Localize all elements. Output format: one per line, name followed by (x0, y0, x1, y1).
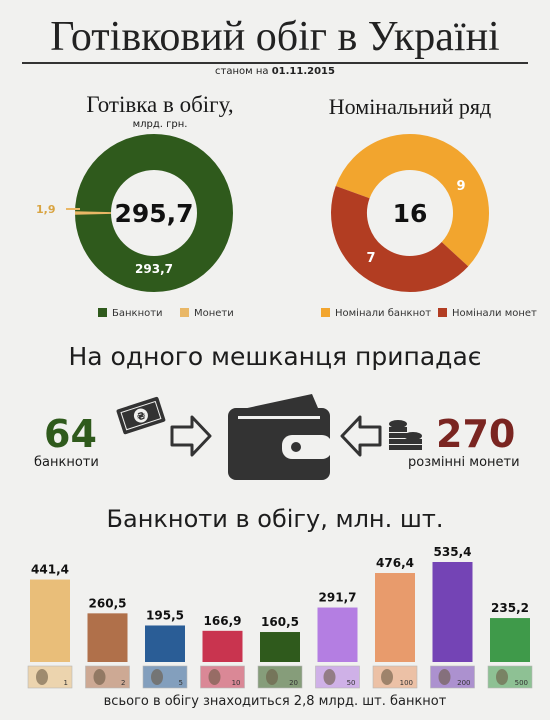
bar-2 (87, 613, 128, 662)
banknote-denomination-label: 1 (64, 679, 68, 687)
bar-1 (30, 579, 70, 662)
bar-value-label: 195,5 (146, 608, 184, 622)
bar-value-label: 235,2 (491, 601, 529, 615)
banknote-denominations-value: 9 (456, 179, 465, 194)
banknote-denomination-label: 500 (515, 679, 528, 687)
banknote-thumbnail-5: 5 (142, 665, 188, 689)
legend-banknote-denominations: Номінали банкнот (321, 308, 431, 319)
banknote-thumbnail-200: 200 (430, 665, 475, 689)
as-of-value: 01.11.2015 (271, 66, 335, 77)
banknote-denomination-label: 200 (457, 679, 470, 687)
coins-per-capita-value: 270 (436, 412, 516, 456)
bar-500 (490, 618, 530, 662)
denomination-total-label: 16 (393, 199, 428, 228)
banknote-thumbnail-500: 500 (487, 665, 533, 689)
bar-5 (145, 625, 185, 662)
bar-100 (375, 573, 415, 662)
bar-value-label: 166,9 (204, 614, 242, 628)
bar-value-label: 291,7 (319, 591, 357, 605)
coins-per-capita-label: розмінні монети (408, 455, 520, 470)
cash-chart-title: Готівка в обігу, (86, 92, 234, 117)
bar-200 (432, 562, 473, 662)
banknotes-bar-chart: 441,4 1 260,5 2 195,5 5 166,9 10 160,5 20 291,7 50 4… (27, 545, 533, 689)
banknote-denomination-label: 50 (347, 679, 356, 687)
banknote-denomination-label: 2 (121, 679, 125, 687)
banknote-thumbnail-2: 2 (85, 665, 130, 689)
banknote-thumbnail-20: 20 (257, 665, 303, 689)
denomination-donut: 16 9 7 (331, 134, 489, 292)
cash-donut: 1,9 295,7 293,7 (36, 134, 233, 292)
coin-denominations-value: 7 (366, 251, 375, 266)
title-divider (22, 62, 528, 64)
legend-coin-denominations: Номінали монет (438, 308, 537, 319)
banknote-thumbnail-10: 10 (200, 665, 245, 689)
denomination-chart-title: Номінальний ряд (328, 94, 492, 119)
cash-total-label: 295,7 (114, 199, 193, 228)
legend-label: Монети (194, 308, 234, 319)
legend-swatch (321, 308, 330, 317)
per-capita-title: На одного мешканця припадає (68, 342, 482, 371)
banknotes-bar-chart-title: Банкноти в обігу, млн. шт. (106, 505, 444, 533)
banknote-denomination-label: 20 (289, 679, 298, 687)
banknote-thumbnail-50: 50 (315, 665, 360, 689)
bar-value-label: 160,5 (261, 615, 299, 629)
cash-chart-unit: млрд. грн. (132, 119, 188, 130)
coin-denominations-slice (331, 186, 469, 292)
donut-charts: 1,9 295,7 293,7 16 9 7 (36, 134, 489, 292)
svg-text:₴: ₴ (136, 410, 148, 423)
bar-20 (260, 632, 300, 662)
bar-value-label: 260,5 (89, 596, 127, 610)
banknotes-value-label: 293,7 (135, 262, 173, 276)
banknote-denominations-slice (335, 134, 489, 267)
per-capita-icons: ₴ (116, 394, 422, 480)
bar-value-label: 476,4 (376, 556, 414, 570)
as-of-prefix: станом на (215, 66, 269, 77)
legend-swatch (438, 308, 447, 317)
legend-coins: Монети (180, 308, 234, 319)
total-banknotes-footer: всього в обігу знаходиться 2,8 млрд. шт.… (103, 694, 447, 709)
bar-10 (202, 630, 243, 662)
legend-label: Номінали банкнот (335, 308, 432, 319)
page-title: Готівковий обіг в Україні (50, 14, 500, 60)
legend-swatch (180, 308, 189, 317)
as-of-date: станом на 01.11.2015 (0, 66, 550, 77)
coins-value-label: 1,9 (36, 203, 56, 216)
coins-icon (389, 420, 422, 450)
banknotes-per-capita-value: 64 (44, 412, 97, 456)
banknote-icon: ₴ (116, 396, 166, 435)
bar-50 (317, 607, 358, 662)
legend-swatch (98, 308, 107, 317)
legend-label: Банкноти (112, 308, 163, 319)
arrow-left-icon (340, 415, 382, 457)
banknotes-per-capita-label: банкноти (34, 455, 99, 470)
banknote-denomination-label: 10 (232, 679, 241, 687)
banknote-denomination-label: 100 (400, 679, 413, 687)
banknote-thumbnail-100: 100 (372, 665, 418, 689)
bar-value-label: 441,4 (31, 563, 69, 577)
banknote-denomination-label: 5 (179, 679, 183, 687)
wallet-icon (228, 394, 332, 480)
arrow-right-icon (170, 415, 212, 457)
banknote-thumbnail-1: 1 (27, 665, 73, 689)
bar-value-label: 535,4 (434, 545, 472, 559)
legend-label: Номінали монет (452, 308, 537, 319)
legend-banknotes: Банкноти (98, 308, 163, 319)
